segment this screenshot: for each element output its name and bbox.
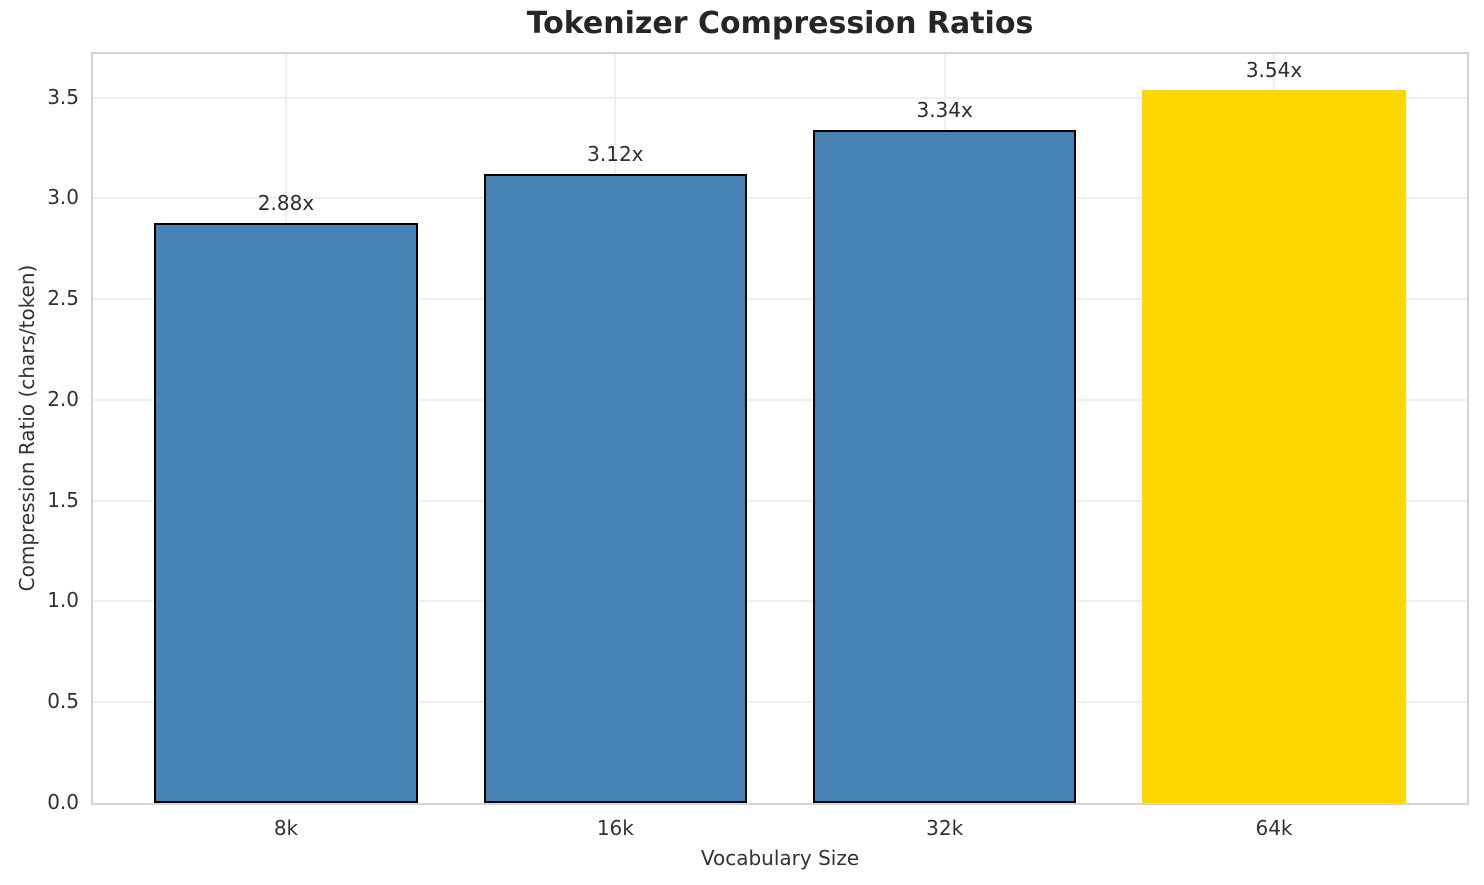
x-tick-label: 32k — [926, 816, 964, 840]
x-tick-label: 16k — [596, 816, 634, 840]
y-tick-label: 0.5 — [47, 689, 79, 714]
y-tick-label: 2.0 — [47, 386, 79, 411]
gridline-horizontal — [93, 96, 1467, 99]
y-tick-label: 1.0 — [47, 588, 79, 613]
bar-8k — [154, 222, 418, 803]
gridline-horizontal — [93, 499, 1467, 502]
y-axis-label: Compression Ratio (chars/token) — [15, 264, 39, 592]
gridline-horizontal — [93, 701, 1467, 704]
y-tick-label: 1.5 — [47, 487, 79, 512]
gridline-horizontal — [93, 197, 1467, 200]
gridline-horizontal — [93, 600, 1467, 603]
y-tick-label: 3.5 — [47, 84, 79, 109]
x-tick-label: 64k — [1255, 816, 1293, 840]
y-tick-label: 0.0 — [47, 790, 79, 814]
y-tick-label: 2.5 — [47, 286, 79, 311]
y-tick-label: 3.0 — [47, 185, 79, 210]
bar-value-label: 3.54x — [1245, 57, 1303, 82]
plot-area: 2.88x 3.12x 3.34x 3.54x — [91, 52, 1469, 805]
bar-64k — [1142, 89, 1406, 803]
bar-value-label: 3.34x — [916, 97, 973, 122]
chart-title: Tokenizer Compression Ratios — [526, 6, 1034, 41]
gridline-horizontal — [93, 398, 1467, 401]
gridline-horizontal — [93, 298, 1467, 301]
bar-value-label: 3.12x — [587, 142, 644, 167]
bar-16k — [483, 174, 748, 803]
bar-value-label: 2.88x — [257, 190, 315, 215]
x-tick-label: 8k — [273, 816, 299, 840]
x-axis-label: Vocabulary Size — [700, 846, 860, 870]
bar-32k — [812, 129, 1077, 803]
